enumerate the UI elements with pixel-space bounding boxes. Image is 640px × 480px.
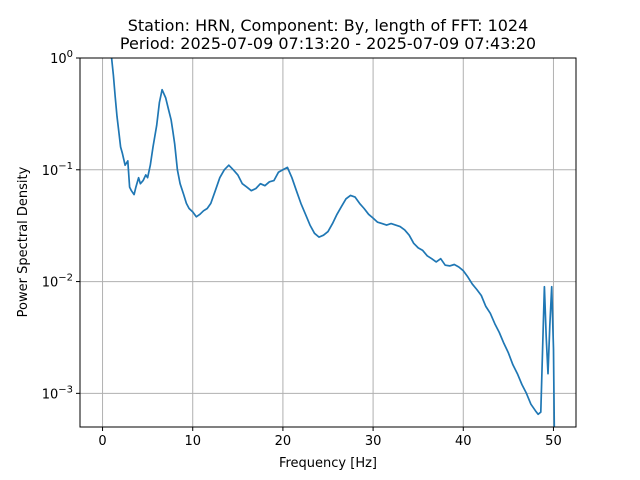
x-tick-label: 50: [545, 434, 562, 449]
series-line-0: [110, 58, 556, 427]
y-tick-label: 10−1: [42, 161, 73, 179]
y-tick-exponent: −3: [58, 384, 73, 395]
series-layer: [110, 58, 556, 427]
y-tick-base: 10: [42, 164, 59, 179]
chart-title-line-2: Period: 2025-07-09 07:13:20 - 2025-07-09…: [120, 34, 536, 53]
y-tick-exponent: 0: [67, 49, 73, 60]
x-tick-label: 10: [184, 434, 201, 449]
y-tick-base: 10: [42, 276, 59, 291]
y-tick-label: 10−3: [42, 384, 73, 402]
y-tick-label: 100: [50, 49, 73, 67]
x-axis-label: Frequency [Hz]: [279, 456, 377, 471]
plot-frame: [79, 57, 577, 428]
x-tick-label: 0: [98, 434, 106, 449]
y-tick-exponent: −2: [58, 273, 73, 284]
chart-title-line-1: Station: HRN, Component: By, length of F…: [128, 16, 529, 35]
y-tick-base: 10: [42, 387, 59, 402]
y-tick-base: 10: [50, 52, 67, 67]
y-tick-exponent: −1: [58, 161, 73, 172]
grid-lines: [80, 57, 576, 427]
y-tick-label: 10−2: [42, 273, 73, 291]
x-tick-label: 40: [455, 434, 472, 449]
x-axis-ticks: 0 10 20 30 40 50: [98, 427, 562, 449]
x-tick-label: 30: [365, 434, 382, 449]
y-axis-label: Power Spectral Density: [16, 166, 31, 317]
x-tick-label: 20: [275, 434, 292, 449]
